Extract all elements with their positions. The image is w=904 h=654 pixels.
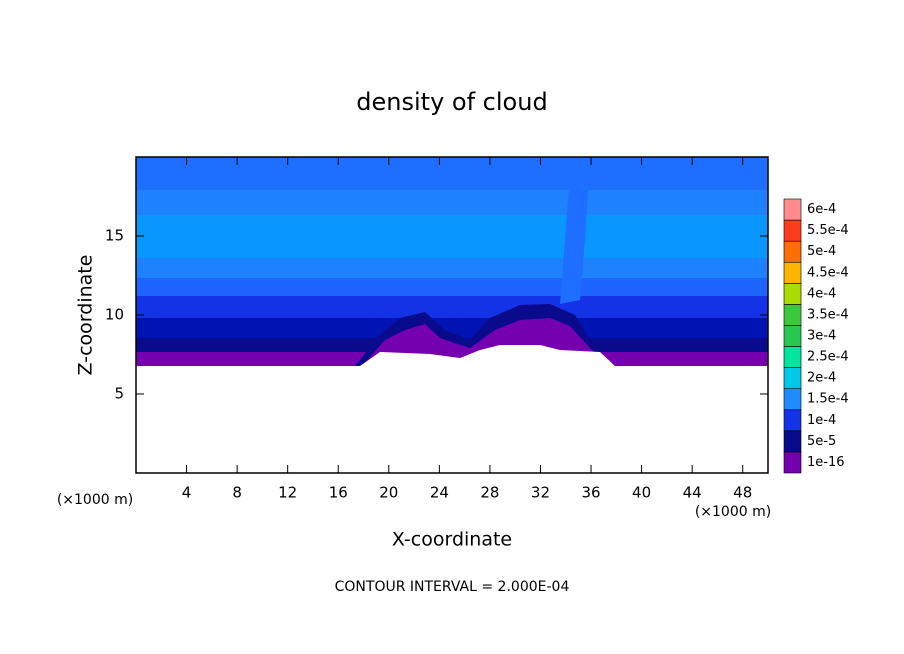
colorbar-label: 4e-4: [807, 286, 836, 301]
x-unit-label: (×1000 m): [695, 504, 771, 520]
y-axis-label: Z-coordinate: [75, 255, 97, 376]
contour-band: [136, 157, 768, 190]
colorbar-label: 5e-4: [807, 244, 836, 259]
colorbar-swatch: [783, 451, 802, 474]
x-tick-label: 48: [733, 484, 752, 502]
colorbar-label: 5e-5: [807, 434, 836, 449]
colorbar-swatch: [783, 240, 802, 263]
colorbar-swatch: [783, 430, 802, 453]
footnote: CONTOUR INTERVAL = 2.000E-04: [335, 579, 570, 595]
x-unit-label: (×1000 m): [57, 492, 133, 508]
colorbar-swatch: [783, 409, 802, 432]
colorbar-label: 3e-4: [807, 329, 836, 344]
background: [136, 366, 768, 473]
contour-field: [136, 157, 768, 473]
colorbar-label: 4.5e-4: [807, 265, 849, 280]
contour-band: [560, 157, 590, 304]
x-tick-label: 20: [379, 484, 398, 502]
x-tick-label: 4: [182, 484, 192, 502]
colorbar-swatch: [783, 198, 802, 221]
contour-band: [136, 278, 768, 296]
x-tick-label: 44: [683, 484, 702, 502]
colorbar-label: 5.5e-4: [807, 223, 849, 238]
x-tick-label: 32: [531, 484, 550, 502]
colorbar-label: 3.5e-4: [807, 307, 849, 322]
colorbar-label: 2.5e-4: [807, 350, 849, 365]
contour-band: [136, 318, 768, 338]
colorbar-swatch: [783, 219, 802, 242]
colorbar-label: 2e-4: [807, 371, 836, 386]
x-tick-label: 8: [232, 484, 242, 502]
colorbar-swatch: [783, 283, 802, 305]
y-tick-label: 10: [105, 306, 124, 324]
colorbar-label: 1e-16: [807, 455, 845, 470]
contour-band: [136, 215, 768, 258]
colorbar-swatch: [783, 346, 802, 368]
x-tick-label: 40: [632, 484, 651, 502]
chart-title: density of cloud: [356, 88, 547, 116]
colorbar-label: 6e-4: [807, 202, 836, 217]
x-tick-label: 36: [581, 484, 600, 502]
contour-band: [136, 296, 768, 318]
y-tick-label: 15: [105, 227, 124, 245]
x-axis-label: X-coordinate: [392, 529, 512, 551]
colorbar-swatch: [783, 261, 802, 284]
x-tick-label: 16: [329, 484, 348, 502]
x-tick-label: 12: [278, 484, 297, 502]
background: [360, 345, 615, 366]
colorbar-swatch: [783, 325, 802, 347]
contour-band: [136, 258, 768, 278]
contour-band: [136, 190, 768, 215]
colorbar-label: 1.5e-4: [807, 392, 849, 407]
colorbar-swatch: [783, 304, 802, 326]
colorbar-swatch: [783, 388, 802, 411]
y-tick-label: 5: [114, 385, 124, 403]
colorbar-swatch: [783, 367, 802, 389]
colorbar-label: 1e-4: [807, 413, 836, 428]
x-tick-label: 24: [430, 484, 449, 502]
x-tick-label: 28: [480, 484, 499, 502]
